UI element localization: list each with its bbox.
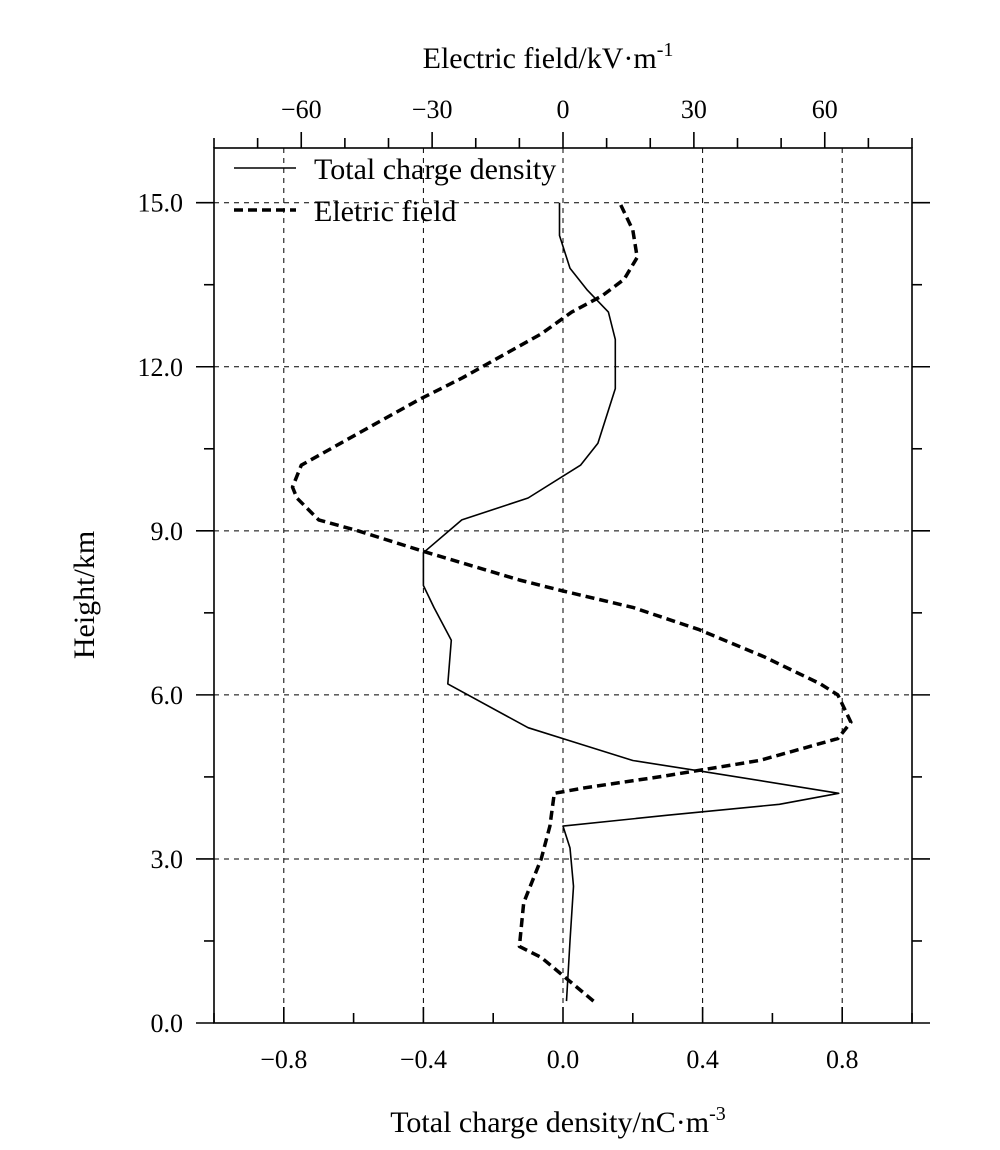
x-axis-title: Total charge density/nC·m-3 — [390, 1103, 726, 1139]
legend-label-field: Eletric field — [314, 195, 456, 228]
x2-tick-label: 30 — [681, 95, 707, 124]
x-tick-label: −0.4 — [400, 1045, 447, 1074]
x2-tick-label: 0 — [557, 95, 570, 124]
y-tick-label: 0.0 — [151, 1009, 184, 1038]
grid — [214, 148, 912, 1024]
y-tick-label: 6.0 — [151, 681, 184, 710]
y-tick-label: 3.0 — [151, 845, 184, 874]
x2-axis-title: Electric field/kV·m-1 — [423, 39, 674, 75]
series — [290, 201, 853, 1003]
y-tick-label: 15.0 — [138, 189, 184, 218]
legend: Total charge density Eletric field — [234, 153, 556, 228]
x-tick-label: 0.4 — [686, 1045, 719, 1074]
y-tick-label: 9.0 — [151, 517, 184, 546]
x-tick-label: 0.0 — [547, 1045, 580, 1074]
series-line-total-charge-density — [422, 202, 840, 1002]
x2-tick-label: −30 — [412, 95, 453, 124]
x-tick-label: −0.8 — [260, 1045, 307, 1074]
y-tick-label: 12.0 — [138, 353, 184, 382]
y-axis-title: Height/km — [68, 531, 101, 659]
legend-label-charge: Total charge density — [314, 153, 556, 186]
x2-tick-label: −60 — [281, 95, 322, 124]
x-tick-label: 0.8 — [826, 1045, 859, 1074]
series-line-electric-field — [290, 201, 853, 1003]
x2-tick-label: 60 — [812, 95, 838, 124]
ticks: −0.8 −0.4 0.0 0.4 0.8 −60 −30 0 30 60 0.0 3.0 6.0 9.0… — [138, 95, 930, 1074]
